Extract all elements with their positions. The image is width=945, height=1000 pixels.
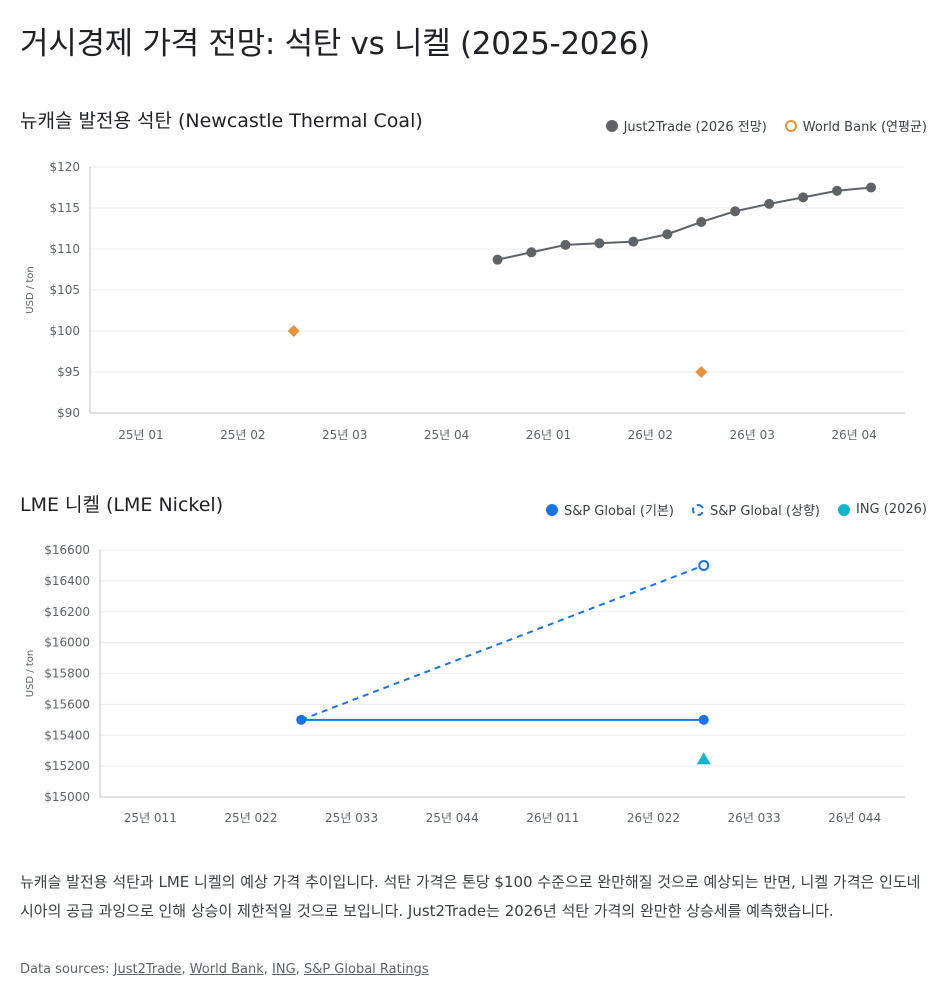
legend-item-sp-base[interactable]: S&P Global (기본) <box>545 500 674 519</box>
legend-item-ing[interactable]: ING (2026) <box>838 502 927 517</box>
data-point <box>698 559 710 571</box>
data-point <box>696 216 707 227</box>
legend-label-just2trade: Just2Trade (2026 전망) <box>623 120 767 135</box>
data-sources: Data sources: Just2Trade, World Bank, IN… <box>20 962 429 977</box>
x-tick-label: 26년 02 <box>628 428 673 442</box>
legend-swatch-sp-upside <box>691 503 704 516</box>
data-point <box>798 192 809 203</box>
y-tick-label: $15200 <box>44 759 90 773</box>
source-link-ing[interactable]: ING <box>272 962 296 977</box>
legend-label-sp-upside: S&P Global (상향) <box>709 504 820 519</box>
nickel-chart-title: LME 니켈 (LME Nickel) <box>20 494 224 516</box>
legend-label-ing: ING (2026) <box>856 502 927 517</box>
x-tick-label: 26년 022 <box>627 811 680 825</box>
data-point <box>695 366 708 378</box>
y-tick-label: $90 <box>57 406 80 420</box>
x-tick-label: 25년 022 <box>224 811 277 825</box>
x-tick-label: 25년 011 <box>124 811 177 825</box>
y-tick-label: $120 <box>49 160 80 174</box>
legend-swatch-world-bank <box>784 119 797 132</box>
nickel-legend: S&P Global (기본) S&P Global (상향) ING (202… <box>545 500 927 519</box>
sources-label: Data sources: <box>20 962 110 977</box>
y-tick-label: $15400 <box>44 728 90 742</box>
source-link-just2trade[interactable]: Just2Trade <box>113 962 182 977</box>
legend-item-sp-upside[interactable]: S&P Global (상향) <box>691 500 820 519</box>
data-point <box>832 185 843 196</box>
y-tick-label: $110 <box>49 242 80 256</box>
legend-label-world-bank: World Bank (연평균) <box>802 120 927 135</box>
series-line <box>497 186 872 261</box>
data-point <box>594 238 605 249</box>
data-point <box>764 198 775 209</box>
x-tick-label: 26년 01 <box>526 428 571 442</box>
legend-label-sp-base: S&P Global (기본) <box>563 504 674 519</box>
source-link-sp-global[interactable]: S&P Global Ratings <box>303 962 429 977</box>
x-tick-label: 26년 011 <box>526 811 579 825</box>
data-point <box>698 714 709 725</box>
y-tick-label: $16600 <box>44 543 90 557</box>
data-point <box>662 229 673 240</box>
y-tick-label: $16400 <box>44 574 90 588</box>
coal-legend: Just2Trade (2026 전망) World Bank (연평균) <box>605 116 927 135</box>
x-tick-label: 25년 03 <box>322 428 367 442</box>
series-line <box>300 564 705 721</box>
y-tick-label: $115 <box>49 201 80 215</box>
data-point <box>696 752 711 765</box>
chart-description: 뉴캐슬 발전용 석탄과 LME 니켈의 예상 가격 추이입니다. 석탄 가격은 … <box>20 873 921 920</box>
x-tick-label: 26년 03 <box>729 428 774 442</box>
coal-chart-title: 뉴캐슬 발전용 석탄 (Newcastle Thermal Coal) <box>20 110 423 132</box>
y-tick-label: $16200 <box>44 605 90 619</box>
x-tick-label: 26년 033 <box>728 811 781 825</box>
data-point <box>287 325 300 337</box>
data-point <box>628 236 639 247</box>
data-point <box>730 206 741 217</box>
y-tick-label: $95 <box>57 365 80 379</box>
coal-chart-block: 뉴캐슬 발전용 석탄 (Newcastle Thermal Coal) Just… <box>0 100 945 460</box>
y-axis-title: USD / ton <box>25 650 36 697</box>
page-title: 거시경제 가격 전망: 석탄 vs 니켈 (2025-2026) <box>20 26 650 62</box>
y-tick-label: $15000 <box>44 790 90 804</box>
x-tick-label: 25년 04 <box>424 428 469 442</box>
legend-swatch-just2trade <box>605 119 618 132</box>
coal-chart-plot: $90 $95 $100 $105 $110 $115 $120 USD / ton 25년 0… <box>25 160 905 442</box>
nickel-chart-block: LME 니켈 (LME Nickel) S&P Global (기본) S&P … <box>0 484 945 846</box>
y-axis-title: USD / ton <box>25 266 36 313</box>
data-point <box>492 254 503 265</box>
x-tick-label: 25년 02 <box>220 428 265 442</box>
x-tick-label: 25년 044 <box>426 811 479 825</box>
legend-swatch-sp-base <box>545 503 558 516</box>
data-point <box>526 247 537 258</box>
legend-item-world-bank[interactable]: World Bank (연평균) <box>784 116 927 135</box>
data-point <box>560 239 571 250</box>
data-point <box>866 182 877 193</box>
y-tick-label: $105 <box>49 283 80 297</box>
y-tick-label: $16000 <box>44 636 90 650</box>
y-tick-label: $100 <box>49 324 80 338</box>
x-tick-label: 26년 04 <box>831 428 876 442</box>
nickel-chart-plot: $15000 $15200 $15400 $15600 $15800 $16000 $162… <box>25 543 905 825</box>
source-link-world-bank[interactable]: World Bank <box>189 962 264 977</box>
x-tick-label: 25년 033 <box>325 811 378 825</box>
legend-swatch-ing <box>838 503 850 516</box>
legend-item-just2trade[interactable]: Just2Trade (2026 전망) <box>605 116 767 135</box>
y-tick-label: $15600 <box>44 697 90 711</box>
y-tick-label: $15800 <box>44 667 90 681</box>
x-tick-label: 26년 044 <box>828 811 881 825</box>
x-tick-label: 25년 01 <box>118 428 163 442</box>
